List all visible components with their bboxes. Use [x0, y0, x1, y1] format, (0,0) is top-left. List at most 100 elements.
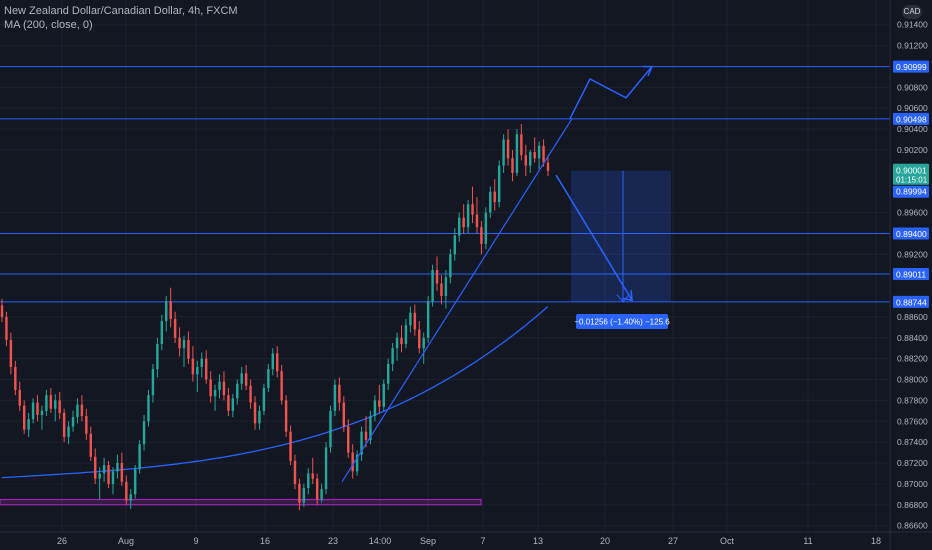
candle-body — [244, 373, 248, 386]
price-tick-label: 0.90400 — [897, 124, 928, 134]
candle-body — [129, 494, 132, 501]
candle-body — [435, 269, 439, 284]
candle-body — [533, 152, 536, 159]
price-tick-label: 0.87400 — [897, 437, 928, 447]
candle-body — [400, 337, 403, 345]
candle-body — [489, 191, 492, 213]
candle-body — [546, 162, 550, 171]
candle-body — [378, 400, 381, 407]
candle-body — [98, 473, 101, 479]
measure-label-bg — [576, 314, 668, 329]
time-tick-label: 11 — [803, 536, 812, 546]
candle-body — [426, 301, 430, 338]
candle-body — [480, 227, 483, 244]
candle-body — [249, 385, 252, 403]
candle-body — [258, 410, 261, 424]
candle-body — [440, 283, 443, 297]
candle-body — [284, 400, 288, 432]
candle-body — [520, 134, 523, 156]
price-tick-label: 0.90800 — [897, 82, 928, 92]
currency-badge[interactable]: CAD — [902, 5, 922, 19]
candle-body — [457, 217, 461, 236]
ma-line — [1, 306, 549, 479]
candle-body — [182, 339, 186, 349]
candle-body — [45, 395, 48, 411]
candle-body — [160, 321, 164, 345]
price-tick-label: 0.90200 — [897, 145, 928, 155]
horizontal-levels[interactable]: 0.90999 0.90498 0.89400 0.89011 0.88744 — [0, 60, 929, 308]
time-tick-label: 23 — [328, 536, 338, 546]
measure-label: −0.01256 (−1.40%) −125.6 — [574, 318, 670, 327]
candle-body — [444, 277, 448, 297]
candle-body — [515, 134, 519, 173]
candle-body — [102, 465, 106, 474]
candle-body — [497, 165, 501, 203]
indicator-label[interactable]: MA (200, close, 0) — [4, 19, 93, 31]
moving-average[interactable] — [1, 306, 549, 479]
time-tick-label: 13 — [533, 536, 543, 546]
candle-body — [307, 473, 310, 489]
price-tick-label: 0.86800 — [897, 500, 928, 510]
price-tick-label: 0.88000 — [897, 375, 928, 385]
candle-body — [156, 344, 159, 370]
candle-body — [80, 404, 84, 417]
time-axis[interactable]: 26 Aug 9 16 23 14:00 Sep 7 13 20 27 Oct 11 18 — [0, 531, 932, 546]
candle-body — [67, 426, 70, 437]
candle-body — [529, 152, 532, 166]
candle-body — [360, 431, 363, 455]
price-tick-label: 0.87600 — [897, 416, 928, 426]
candle-body — [93, 456, 97, 479]
candle-body — [231, 398, 235, 411]
countdown-label: 01:15:01 — [896, 176, 928, 185]
candle-body — [484, 212, 488, 244]
candle-body — [302, 488, 306, 503]
candle-body — [165, 301, 168, 322]
symbol-title[interactable]: New Zealand Dollar/Canadian Dollar, 4h, … — [4, 5, 238, 17]
candle-body — [329, 410, 332, 448]
candle-body — [364, 431, 368, 441]
candle-body — [116, 463, 119, 472]
candle-body — [537, 145, 541, 159]
level-badge-label: 0.90498 — [896, 114, 927, 124]
price-axis[interactable]: 0.91400 0.91200 0.90800 0.90600 0.90400 0.902… — [889, 0, 929, 550]
candle-body — [471, 204, 474, 215]
candle-body — [227, 395, 230, 411]
candle-body — [369, 416, 372, 441]
level-badge-label: 0.88744 — [896, 297, 927, 307]
candle-body — [62, 412, 66, 437]
candle-body — [347, 426, 350, 453]
candle-body — [213, 389, 217, 397]
candle-body — [240, 373, 243, 384]
level-badge — [893, 60, 929, 73]
candle-body — [289, 431, 292, 461]
candles — [0, 123, 550, 510]
candle-body — [14, 367, 17, 390]
candle-body — [422, 337, 425, 349]
candle-body — [275, 353, 279, 372]
candle-body — [315, 478, 319, 500]
price-tick-label: 0.87200 — [897, 458, 928, 468]
drawings[interactable]: −0.01256 (−1.40%) −125.6 — [341, 65, 671, 483]
candle-body — [218, 381, 221, 390]
time-tick-label: 18 — [871, 536, 881, 546]
bid-label: 0.89994 — [896, 187, 927, 197]
candle-body — [142, 421, 146, 445]
candle-body — [89, 433, 93, 457]
candle-body — [147, 395, 150, 422]
candle-body — [169, 301, 172, 320]
level-badge — [893, 295, 929, 308]
price-tick-label: 0.91400 — [897, 20, 928, 30]
price-tick-label: 0.88200 — [897, 354, 928, 364]
candle-body — [311, 473, 314, 479]
candle-body — [54, 400, 57, 409]
support-zone-rect — [0, 498, 482, 506]
support-zone[interactable] — [0, 498, 482, 506]
price-tick-label: 0.91200 — [897, 41, 928, 51]
candle-body — [298, 483, 301, 503]
time-tick-label: 7 — [480, 536, 485, 546]
projection-up-path — [569, 66, 653, 119]
candle-body — [187, 339, 190, 359]
candle-body — [280, 371, 283, 401]
time-tick-label: Oct — [720, 536, 735, 546]
